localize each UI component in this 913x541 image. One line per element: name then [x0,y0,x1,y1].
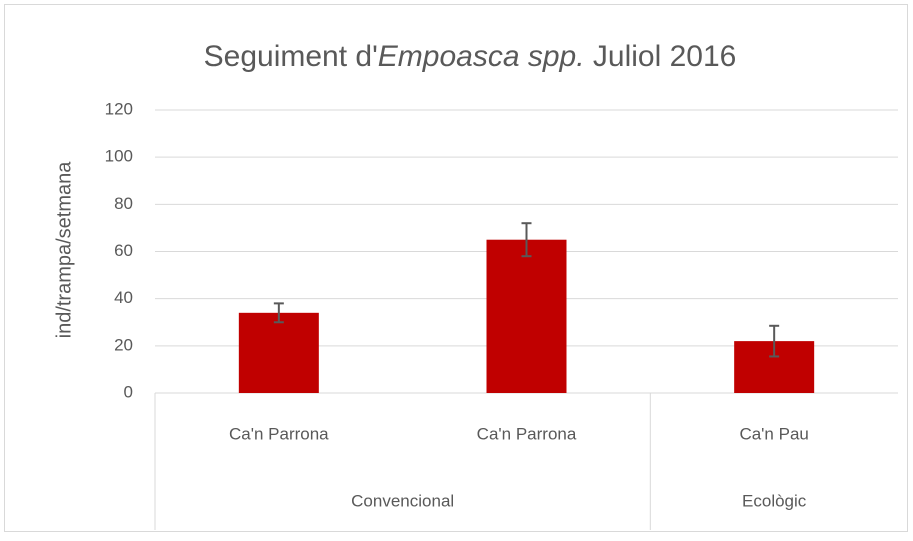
group-label: Ecològic [742,491,807,510]
y-tick-label: 80 [114,194,133,213]
y-tick-label: 120 [105,99,133,118]
bar [486,239,567,393]
y-tick-label: 40 [114,288,133,307]
y-tick-label: 60 [114,241,133,260]
group-label: Convencional [351,491,454,510]
x-tick-label: Ca'n Parrona [477,424,577,443]
title-part: Empoasca spp. [378,40,585,73]
bar [238,312,319,393]
x-tick-label: Ca'n Parrona [229,424,329,443]
y-tick-label: 20 [114,335,133,354]
y-tick-label: 0 [124,382,133,401]
title-part: Seguiment d' [204,40,378,73]
y-axis-label: ind/trampa/setmana [53,161,75,339]
y-tick-label: 100 [105,147,133,166]
x-tick-label: Ca'n Pau [739,424,808,443]
chart-border [4,4,908,532]
chart-title: Seguiment d'Empoasca spp. Juliol 2016 [204,40,737,73]
title-part: Juliol 2016 [585,40,737,73]
